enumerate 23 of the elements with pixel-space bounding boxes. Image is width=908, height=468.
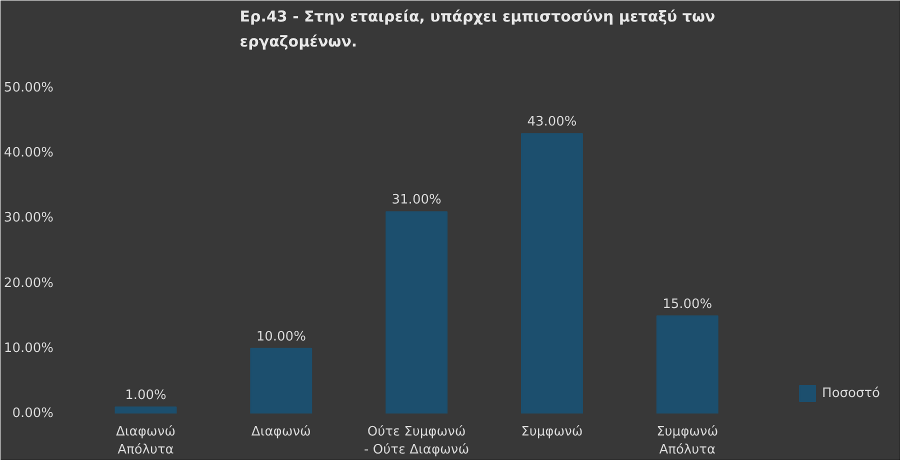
y-tick-label: 40.00%	[4, 146, 54, 161]
text: 15.00%	[662, 296, 712, 312]
legend-label: Ποσοστό	[822, 386, 880, 400]
x-tick-label: Ούτε Συμφωνώ - Ούτε Διαφωνώ	[364, 424, 470, 458]
text: 1.00%	[125, 388, 166, 403]
bar	[386, 211, 448, 414]
text: 31.00%	[392, 192, 442, 208]
y-tick-label: 50.00%	[4, 80, 54, 96]
y-tick-label: 20.00%	[4, 276, 54, 291]
bar	[521, 133, 583, 414]
x-tick-label: Διαφωνώ	[251, 424, 311, 440]
x-tick-label: Συμφωνώ Απόλυτα	[656, 424, 718, 458]
x-tick-label: Διαφωνώ Απόλυτα	[116, 424, 176, 458]
text: 10.00%	[256, 329, 306, 344]
bar	[250, 348, 312, 414]
chart-title: Ερ.43 - Στην εταιρεία, υπάρχει εμπιστοσύνη μεταξύ των εργαζομένων.	[240, 7, 716, 50]
bar	[656, 315, 718, 414]
y-tick-label: 30.00%	[4, 210, 54, 226]
text: 43.00%	[527, 114, 577, 130]
y-tick-label: 0.00%	[12, 406, 54, 421]
bar	[114, 406, 177, 414]
x-tick-label: Συμφωνώ	[521, 424, 583, 440]
y-tick-label: 10.00%	[4, 340, 54, 356]
